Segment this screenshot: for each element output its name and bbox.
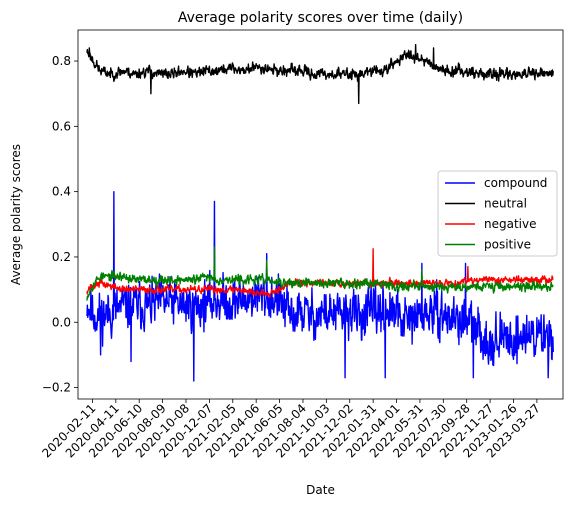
series-line-negative — [86, 248, 554, 299]
y-tick-label: 0.2 — [52, 250, 71, 264]
y-tick-label: 0.8 — [52, 54, 71, 68]
series-line-compound — [86, 190, 554, 382]
y-tick-label: 0.4 — [52, 185, 71, 199]
legend-label-neutral: neutral — [484, 197, 527, 211]
y-tick-label: −0.2 — [42, 381, 71, 395]
y-axis: −0.2 0.0 0.2 0.4 0.6 0.8 — [42, 54, 78, 395]
series-layer — [86, 43, 554, 382]
y-tick-label: 0.6 — [52, 119, 71, 133]
legend-label-negative: negative — [484, 217, 536, 231]
x-axis: 2020-02-112020-04-112020-06-102020-08-09… — [39, 399, 543, 460]
plot-frame — [77, 29, 564, 400]
y-tick-label: 0.0 — [52, 315, 71, 329]
legend-label-compound: compound — [484, 176, 547, 190]
legend-label-positive: positive — [484, 238, 531, 252]
series-line-positive — [86, 246, 554, 301]
y-axis-label: Average polarity scores — [9, 144, 23, 285]
chart-title: Average polarity scores over time (daily… — [178, 10, 463, 26]
legend-box — [437, 170, 558, 257]
x-axis-label: Date — [306, 483, 335, 497]
series-line-neutral — [86, 43, 554, 105]
legend: compound neutral negative positive — [437, 170, 558, 257]
